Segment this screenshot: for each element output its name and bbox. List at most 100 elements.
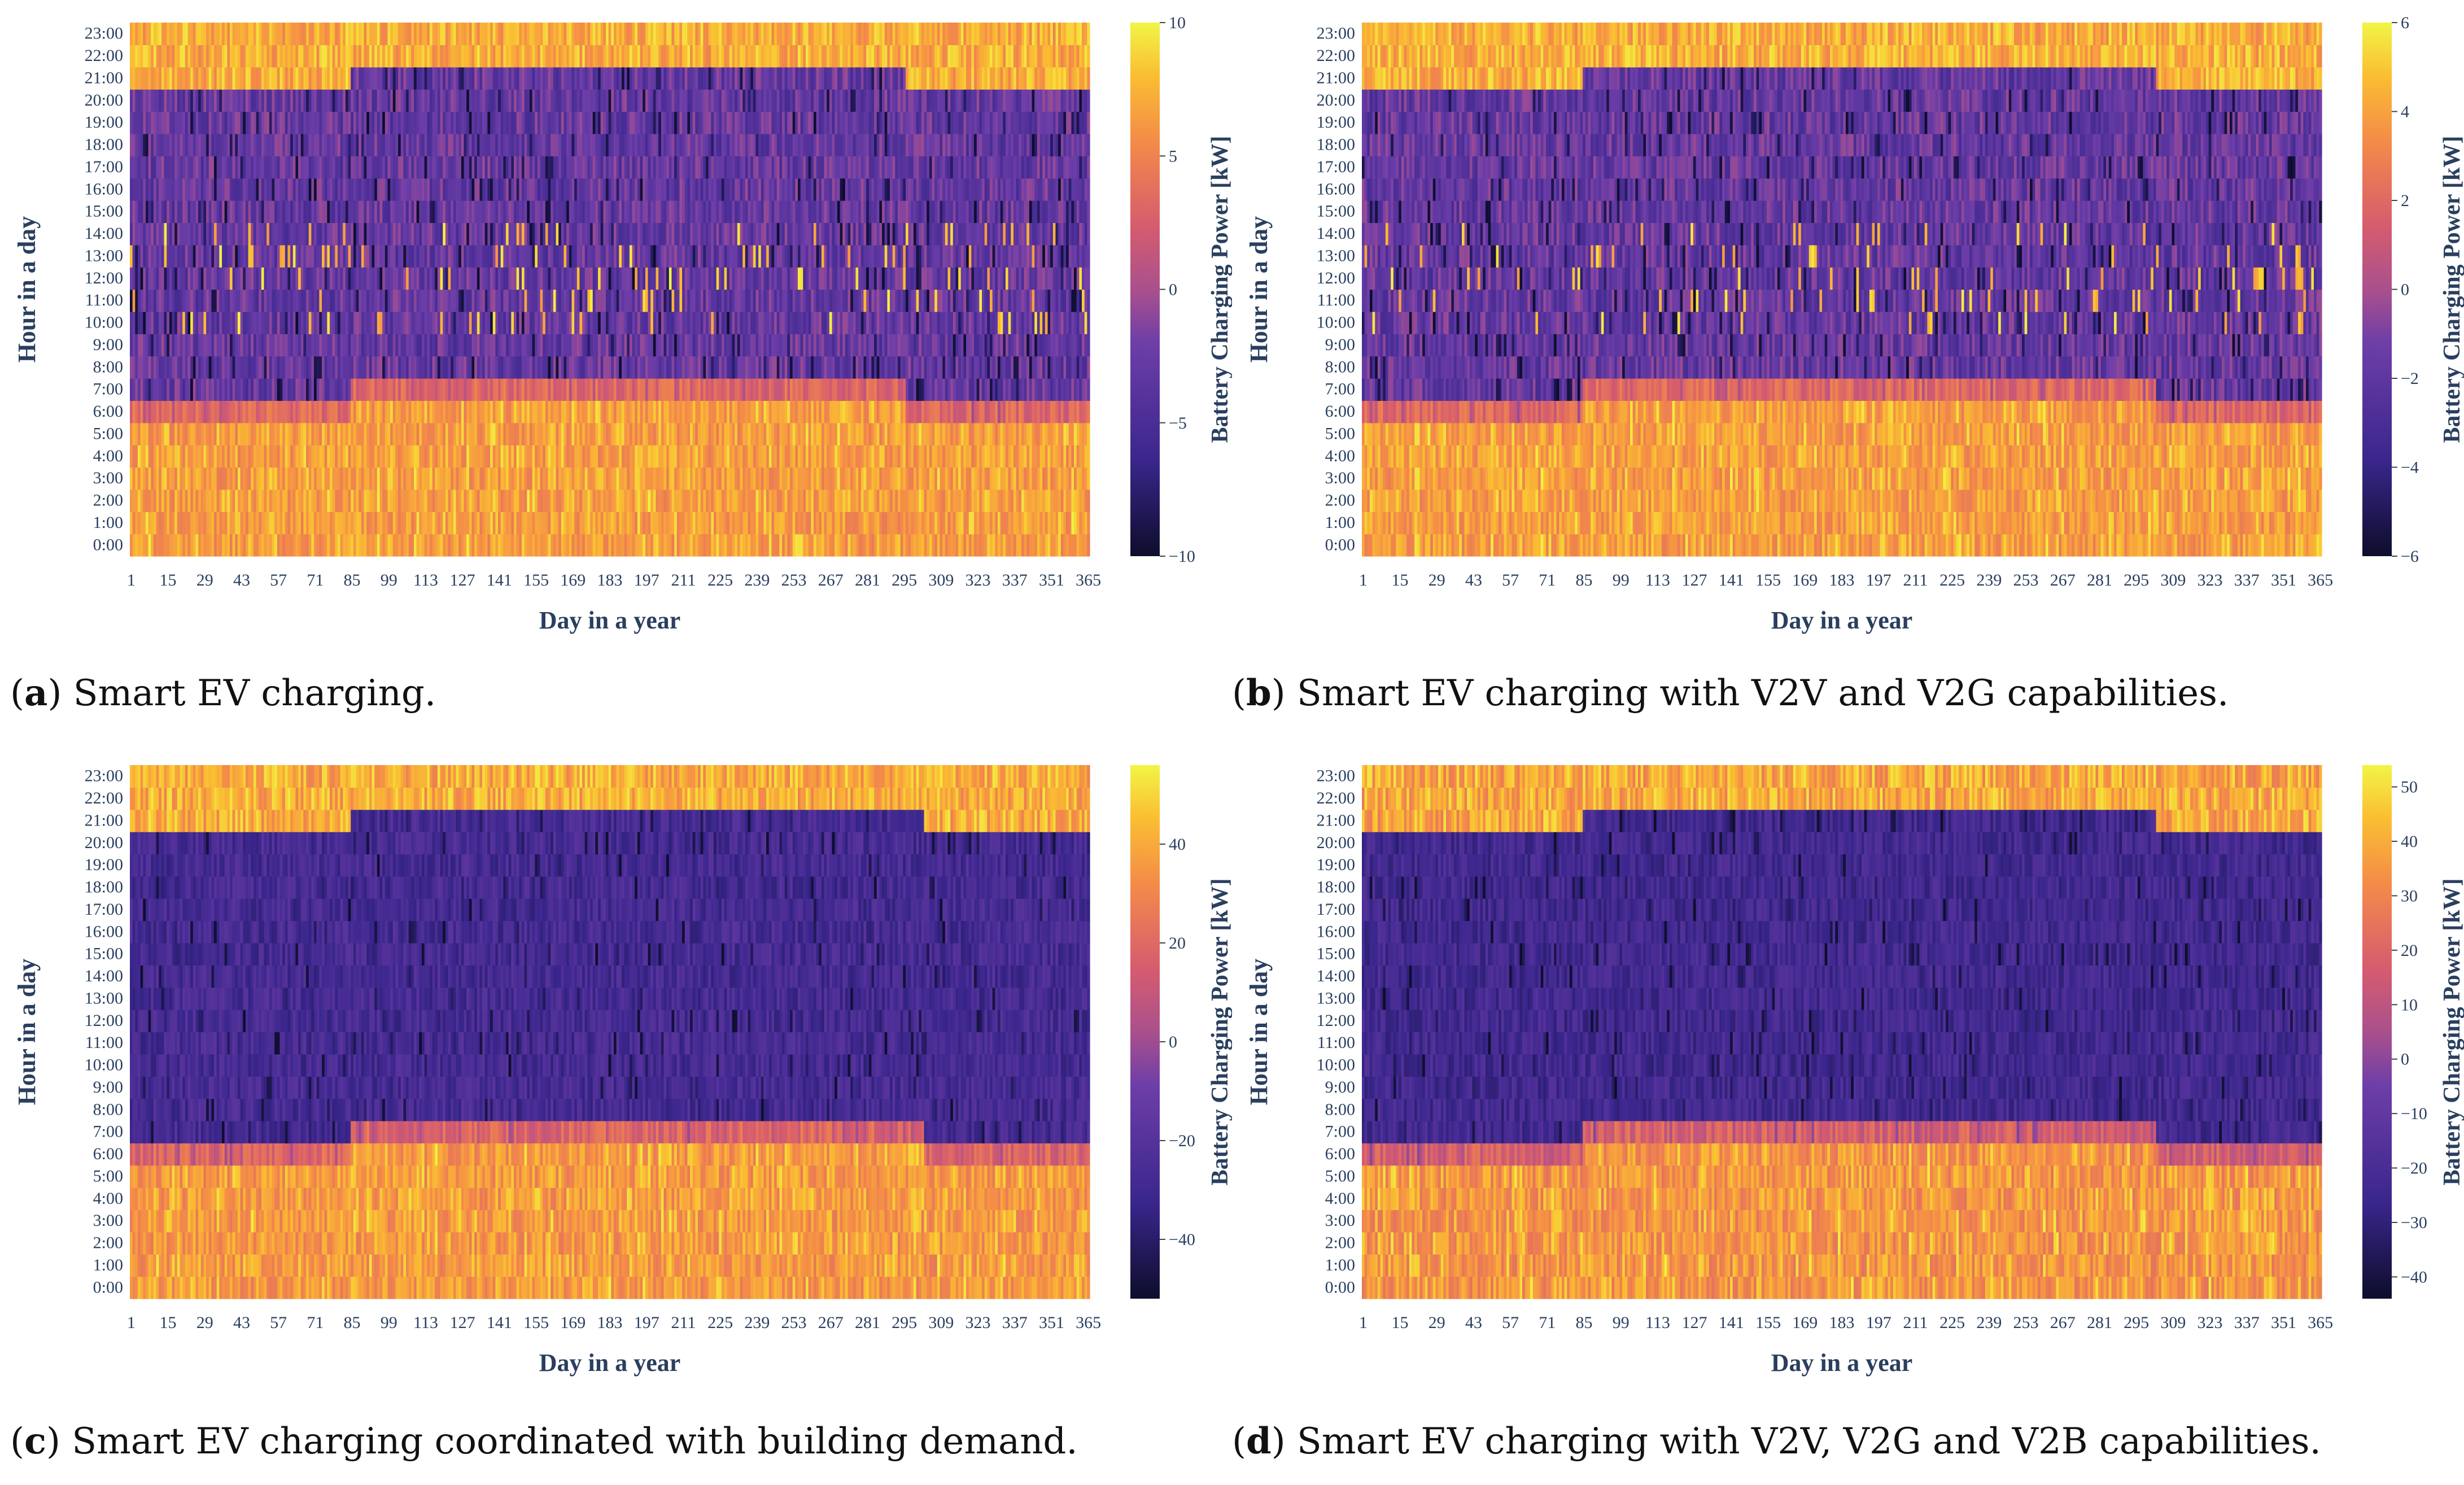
heatmap-cell (308, 512, 312, 535)
heatmap-cell (608, 422, 611, 446)
heatmap-cell (206, 222, 209, 246)
heatmap-cell (561, 178, 565, 201)
heatmap-cell (608, 178, 611, 201)
heatmap-cell (382, 200, 386, 223)
heatmap-cell (448, 445, 451, 468)
heatmap-cell (185, 311, 189, 334)
heatmap-cell (629, 422, 633, 446)
heatmap-cell (558, 467, 562, 490)
heatmap-cell (156, 222, 159, 246)
heatmap-cell (130, 23, 133, 45)
heatmap-cell (216, 311, 220, 334)
heatmap-cell (427, 244, 430, 268)
heatmap-cell (427, 200, 430, 223)
heatmap-cell (613, 222, 617, 246)
heatmap-cell (185, 445, 189, 468)
heatmap-cell (569, 422, 573, 446)
heatmap-cell (590, 45, 593, 68)
heatmap-cell (653, 311, 657, 334)
heatmap-cell (408, 334, 412, 357)
heatmap-cell (621, 222, 625, 246)
heatmap-cell (666, 89, 670, 112)
heatmap-cell (208, 67, 212, 90)
heatmap-cell (466, 289, 470, 312)
heatmap-cell (582, 222, 586, 246)
heatmap-cell (584, 467, 588, 490)
heatmap-cell (443, 422, 446, 446)
heatmap-cell (566, 378, 570, 401)
heatmap-cell (295, 534, 299, 557)
heatmap-cell (356, 222, 359, 246)
heatmap-cell (187, 467, 191, 490)
heatmap-cell (361, 222, 365, 246)
heatmap-cell (392, 400, 396, 423)
heatmap-cell (643, 45, 646, 68)
heatmap-cell (632, 23, 635, 45)
heatmap-cell (563, 156, 567, 179)
heatmap-cell (311, 244, 314, 268)
heatmap-cell (527, 89, 530, 112)
heatmap-cell (374, 489, 378, 512)
heatmap-cell (508, 512, 512, 535)
heatmap-cell (519, 422, 522, 446)
heatmap-cell (545, 422, 549, 446)
heatmap-cell (640, 156, 643, 179)
heatmap-cell (245, 534, 249, 557)
heatmap-cell (351, 178, 354, 201)
heatmap-cell (237, 244, 241, 268)
heatmap-cell (143, 67, 146, 90)
heatmap-cell (590, 378, 593, 401)
heatmap-cell (569, 244, 573, 268)
heatmap-cell (195, 289, 199, 312)
heatmap-cell (461, 489, 465, 512)
heatmap-cell (408, 178, 412, 201)
heatmap-cell (448, 156, 451, 179)
heatmap-cell (324, 133, 327, 156)
heatmap-cell (558, 200, 562, 223)
heatmap-cell (300, 111, 304, 134)
heatmap-cell (251, 356, 254, 379)
heatmap-cell (506, 45, 509, 68)
heatmap-cell (282, 378, 286, 401)
heatmap-cell (319, 111, 322, 134)
heatmap-cell (477, 289, 480, 312)
heatmap-cell (661, 289, 665, 312)
heatmap-cell (261, 445, 265, 468)
heatmap-cell (327, 534, 330, 557)
heatmap-cell (356, 178, 359, 201)
heatmap-cell (208, 267, 212, 290)
heatmap-cell (477, 489, 480, 512)
heatmap-cell (279, 422, 283, 446)
heatmap-cell (603, 23, 606, 45)
heatmap-cell (543, 289, 546, 312)
heatmap-cell (650, 67, 654, 90)
heatmap-cell (164, 45, 167, 68)
heatmap-cell (421, 178, 425, 201)
heatmap-cell (392, 334, 396, 357)
heatmap-cell (130, 289, 133, 312)
heatmap-cell (658, 400, 662, 423)
heatmap-cell (445, 244, 449, 268)
heatmap-cell (471, 178, 475, 201)
heatmap-cell (524, 133, 527, 156)
heatmap-cell (443, 267, 446, 290)
heatmap-cell (477, 334, 480, 357)
heatmap-cell (135, 422, 138, 446)
heatmap-cell (200, 311, 204, 334)
heatmap-cell (556, 133, 559, 156)
heatmap-cell (279, 89, 283, 112)
heatmap-cell (137, 111, 141, 134)
heatmap-cell (187, 356, 191, 379)
heatmap-cell (353, 200, 357, 223)
heatmap-cell (314, 267, 317, 290)
heatmap-cell (366, 133, 370, 156)
heatmap-cell (666, 200, 670, 223)
heatmap-cell (613, 378, 617, 401)
heatmap-cell (185, 244, 189, 268)
heatmap-cell (145, 89, 149, 112)
heatmap-cell (621, 422, 625, 446)
heatmap-cell (290, 356, 294, 379)
heatmap-cell (222, 512, 225, 535)
heatmap-cell (558, 311, 562, 334)
heatmap-cell (666, 111, 670, 134)
